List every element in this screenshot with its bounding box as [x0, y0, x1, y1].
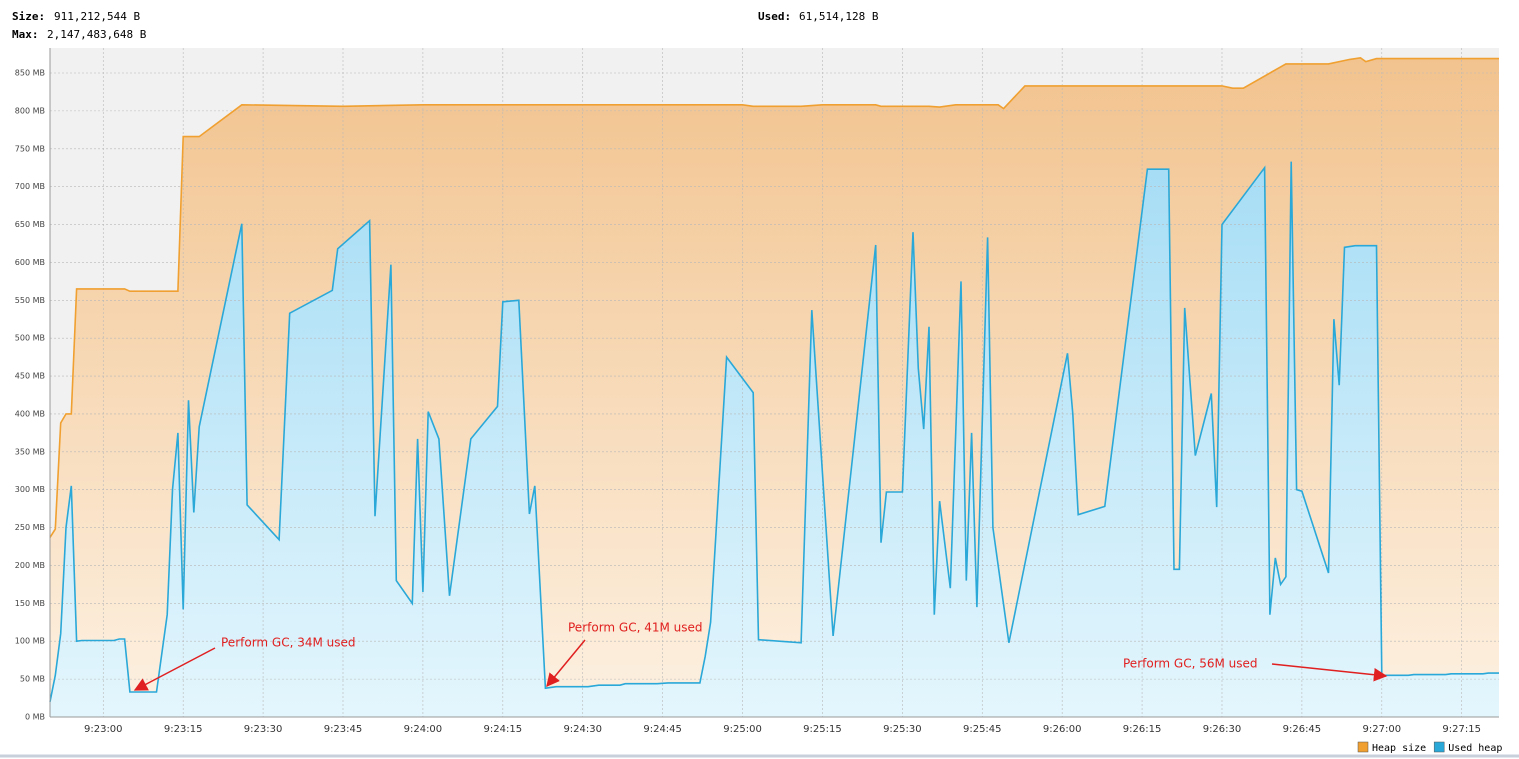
used-label: Used: [758, 10, 791, 23]
annotation: Perform GC, 34M used [221, 636, 356, 650]
y-tick-label: 350 MB [15, 447, 45, 456]
max-value: 2,147,483,648 B [47, 28, 147, 41]
y-tick-label: 300 MB [15, 485, 45, 494]
y-tick-label: 400 MB [15, 409, 45, 418]
x-tick-label: 9:23:15 [164, 724, 203, 735]
legend-label: Used heap [1448, 743, 1502, 754]
y-tick-label: 600 MB [15, 258, 45, 267]
legend-label: Heap size [1372, 743, 1426, 754]
y-tick-label: 700 MB [15, 182, 45, 191]
x-tick-label: 9:25:45 [963, 724, 1002, 735]
x-tick-label: 9:26:30 [1203, 724, 1242, 735]
y-tick-label: 100 MB [15, 637, 45, 646]
annotation-arrow [1271, 663, 1388, 682]
y-tick-label: 750 MB [15, 144, 45, 153]
area-fill [50, 161, 1499, 718]
max-label: Max: [12, 28, 39, 41]
x-tick-label: 9:25:15 [803, 724, 842, 735]
annotation-arrow [133, 647, 216, 691]
x-tick-label: 9:24:30 [563, 724, 602, 735]
y-tick-label: 200 MB [15, 561, 45, 570]
x-tick-label: 9:27:00 [1363, 724, 1402, 735]
x-tick-label: 9:26:15 [1123, 724, 1162, 735]
x-tick-label: 9:24:45 [643, 724, 682, 735]
x-tick-label: 9:27:15 [1442, 724, 1481, 735]
annotation-arrow [546, 639, 586, 688]
x-tick-label: 9:24:00 [404, 724, 443, 735]
legend-swatch [1357, 741, 1369, 753]
x-tick-label: 9:25:30 [883, 724, 922, 735]
x-tick-label: 9:23:45 [324, 724, 363, 735]
y-tick-label: 800 MB [15, 106, 45, 115]
y-tick-label: 450 MB [15, 372, 45, 381]
series-line [49, 56, 1499, 538]
annotation: Perform GC, 41M used [568, 621, 703, 635]
x-tick-label: 9:23:30 [244, 724, 283, 735]
used-value: 61,514,128 B [799, 10, 879, 23]
x-tick-label: 9:23:00 [84, 724, 123, 735]
x-tick-label: 9:25:00 [723, 724, 762, 735]
y-tick-label: 0 MB [25, 713, 45, 722]
legend-swatch [1433, 741, 1445, 753]
y-tick-label: 150 MB [15, 599, 45, 608]
x-tick-label: 9:26:45 [1283, 724, 1322, 735]
annotation: Perform GC, 56M used [1123, 657, 1258, 671]
y-tick-label: 500 MB [15, 334, 45, 343]
y-tick-label: 650 MB [15, 220, 45, 229]
x-tick-label: 9:26:00 [1043, 724, 1082, 735]
x-tick-label: 9:24:15 [484, 724, 523, 735]
size-value: 911,212,544 B [54, 10, 140, 23]
y-tick-label: 50 MB [20, 675, 45, 684]
y-tick-label: 850 MB [15, 69, 45, 78]
y-tick-label: 550 MB [15, 296, 45, 305]
size-label: Size: [12, 10, 45, 23]
series-line [49, 161, 1499, 702]
y-tick-label: 250 MB [15, 523, 45, 532]
